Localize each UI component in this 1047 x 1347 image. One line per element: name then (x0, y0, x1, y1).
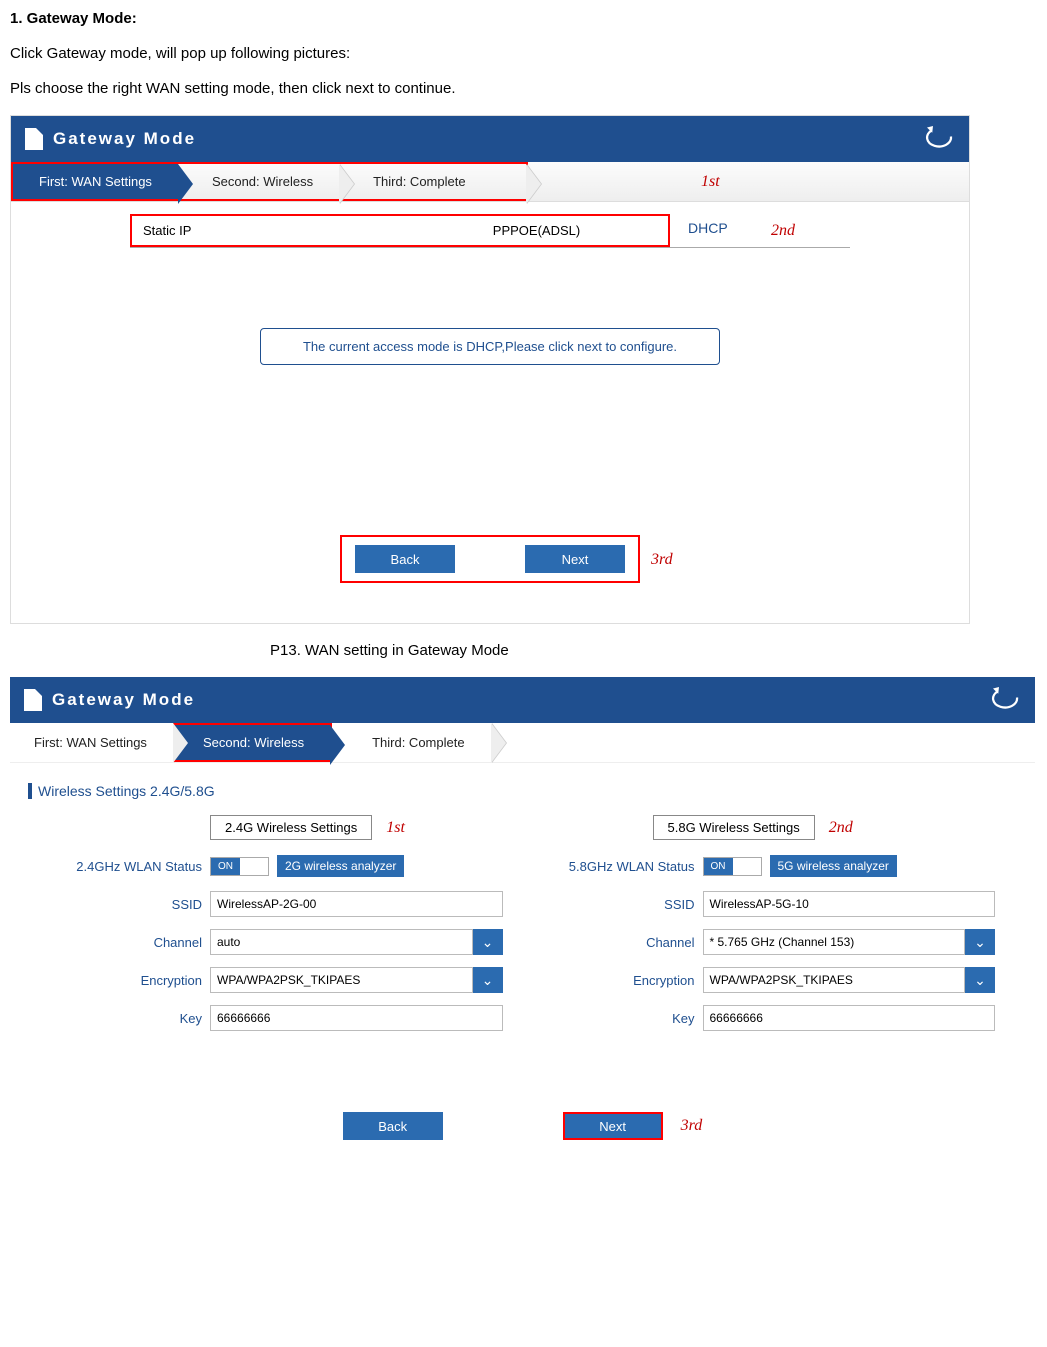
doc-icon (24, 689, 42, 711)
step-wan[interactable]: First: WAN Settings (20, 723, 173, 762)
analyzer-5g-button[interactable]: 5G wireless analyzer (770, 855, 897, 877)
back-arrow-icon[interactable] (987, 684, 1023, 717)
annotation-3rd-b: 3rd (681, 1117, 703, 1135)
annotation-3rd: 3rd (651, 551, 673, 569)
chevron-down-icon[interactable]: ⌄ (965, 967, 995, 993)
step-complete[interactable]: Third: Complete (339, 164, 525, 199)
input-24-ssid[interactable]: WirelessAP-2G-00 (210, 891, 503, 917)
input-24-key[interactable]: 66666666 (210, 1005, 503, 1031)
doc-icon (25, 128, 43, 150)
chevron-down-icon[interactable]: ⌄ (965, 929, 995, 955)
next-button-highlight[interactable]: Next (563, 1112, 663, 1140)
select-58-channel[interactable]: * 5.765 GHz (Channel 153) (703, 929, 966, 955)
tab-pppoe[interactable]: PPPOE(ADSL) (405, 216, 668, 245)
select-24-encryption[interactable]: WPA/WPA2PSK_TKIPAES (210, 967, 473, 993)
panel2-title: Gateway Mode (52, 690, 195, 710)
label-24-key: Key (50, 1011, 210, 1026)
select-24-channel[interactable]: auto (210, 929, 473, 955)
button-row-highlight: Back Next (340, 535, 640, 583)
label-58-key: Key (543, 1011, 703, 1026)
select-58-encryption[interactable]: WPA/WPA2PSK_TKIPAES (703, 967, 966, 993)
chevron-down-icon[interactable]: ⌄ (473, 967, 503, 993)
label-58-enc: Encryption (543, 973, 703, 988)
label-58-channel: Channel (543, 935, 703, 950)
label-58-ssid: SSID (543, 897, 703, 912)
label-24-status: 2.4GHz WLAN Status (50, 859, 210, 874)
annotation-1st: 1st (701, 173, 720, 191)
back-button[interactable]: Back (343, 1112, 443, 1140)
info-message: The current access mode is DHCP,Please c… (260, 328, 720, 365)
chevron-down-icon[interactable]: ⌄ (473, 929, 503, 955)
panel2-title-bar: Gateway Mode (10, 677, 1035, 723)
annotation-2nd-b: 2nd (829, 819, 853, 837)
label-24-ssid: SSID (50, 897, 210, 912)
next-button[interactable]: Next (525, 545, 625, 573)
input-58-ssid[interactable]: WirelessAP-5G-10 (703, 891, 996, 917)
section-title: Wireless Settings 2.4G/5.8G (28, 783, 1035, 799)
back-button[interactable]: Back (355, 545, 455, 573)
tab-static-ip[interactable]: Static IP (132, 216, 405, 245)
step-wireless[interactable]: Second: Wireless (178, 164, 339, 199)
toggle-58-status[interactable]: ON (703, 857, 762, 876)
header-58g: 5.8G Wireless Settings (653, 815, 815, 840)
tab-dhcp[interactable]: DHCP (670, 214, 746, 247)
wan-mode-tabs: Static IP PPPOE(ADSL) DHCP (130, 214, 850, 248)
step-complete[interactable]: Third: Complete (332, 723, 490, 762)
panel-wan-settings: Gateway Mode First: WAN Settings Second:… (10, 115, 970, 624)
col-24g: 2.4G Wireless Settings 1st 2.4GHz WLAN S… (50, 815, 503, 1042)
back-arrow-icon[interactable] (921, 123, 957, 156)
doc-para-2: Pls choose the right WAN setting mode, t… (10, 80, 1037, 97)
label-24-channel: Channel (50, 935, 210, 950)
figure-caption: P13. WAN setting in Gateway Mode (270, 642, 1037, 659)
step-wan[interactable]: First: WAN Settings (13, 164, 178, 199)
toggle-24-status[interactable]: ON (210, 857, 269, 876)
doc-heading: 1. Gateway Mode: (10, 10, 1037, 27)
panel-wireless-settings: Gateway Mode First: WAN Settings Second:… (10, 677, 1035, 1150)
doc-para-1: Click Gateway mode, will pop up followin… (10, 45, 1037, 62)
annotation-2nd: 2nd (771, 222, 795, 240)
label-58-status: 5.8GHz WLAN Status (543, 859, 703, 874)
step-wireless-active[interactable]: Second: Wireless (173, 723, 332, 762)
input-58-key[interactable]: 66666666 (703, 1005, 996, 1031)
analyzer-2g-button[interactable]: 2G wireless analyzer (277, 855, 404, 877)
panel-title: Gateway Mode (53, 129, 196, 149)
label-24-enc: Encryption (50, 973, 210, 988)
on-icon: ON (211, 858, 240, 875)
on-icon: ON (704, 858, 733, 875)
steps-highlight: First: WAN Settings Second: Wireless Thi… (11, 162, 528, 201)
header-24g: 2.4G Wireless Settings (210, 815, 372, 840)
col-58g: 5.8G Wireless Settings 2nd 5.8GHz WLAN S… (543, 815, 996, 1042)
panel-title-bar: Gateway Mode (11, 116, 969, 162)
annotation-1st-b: 1st (386, 819, 405, 837)
